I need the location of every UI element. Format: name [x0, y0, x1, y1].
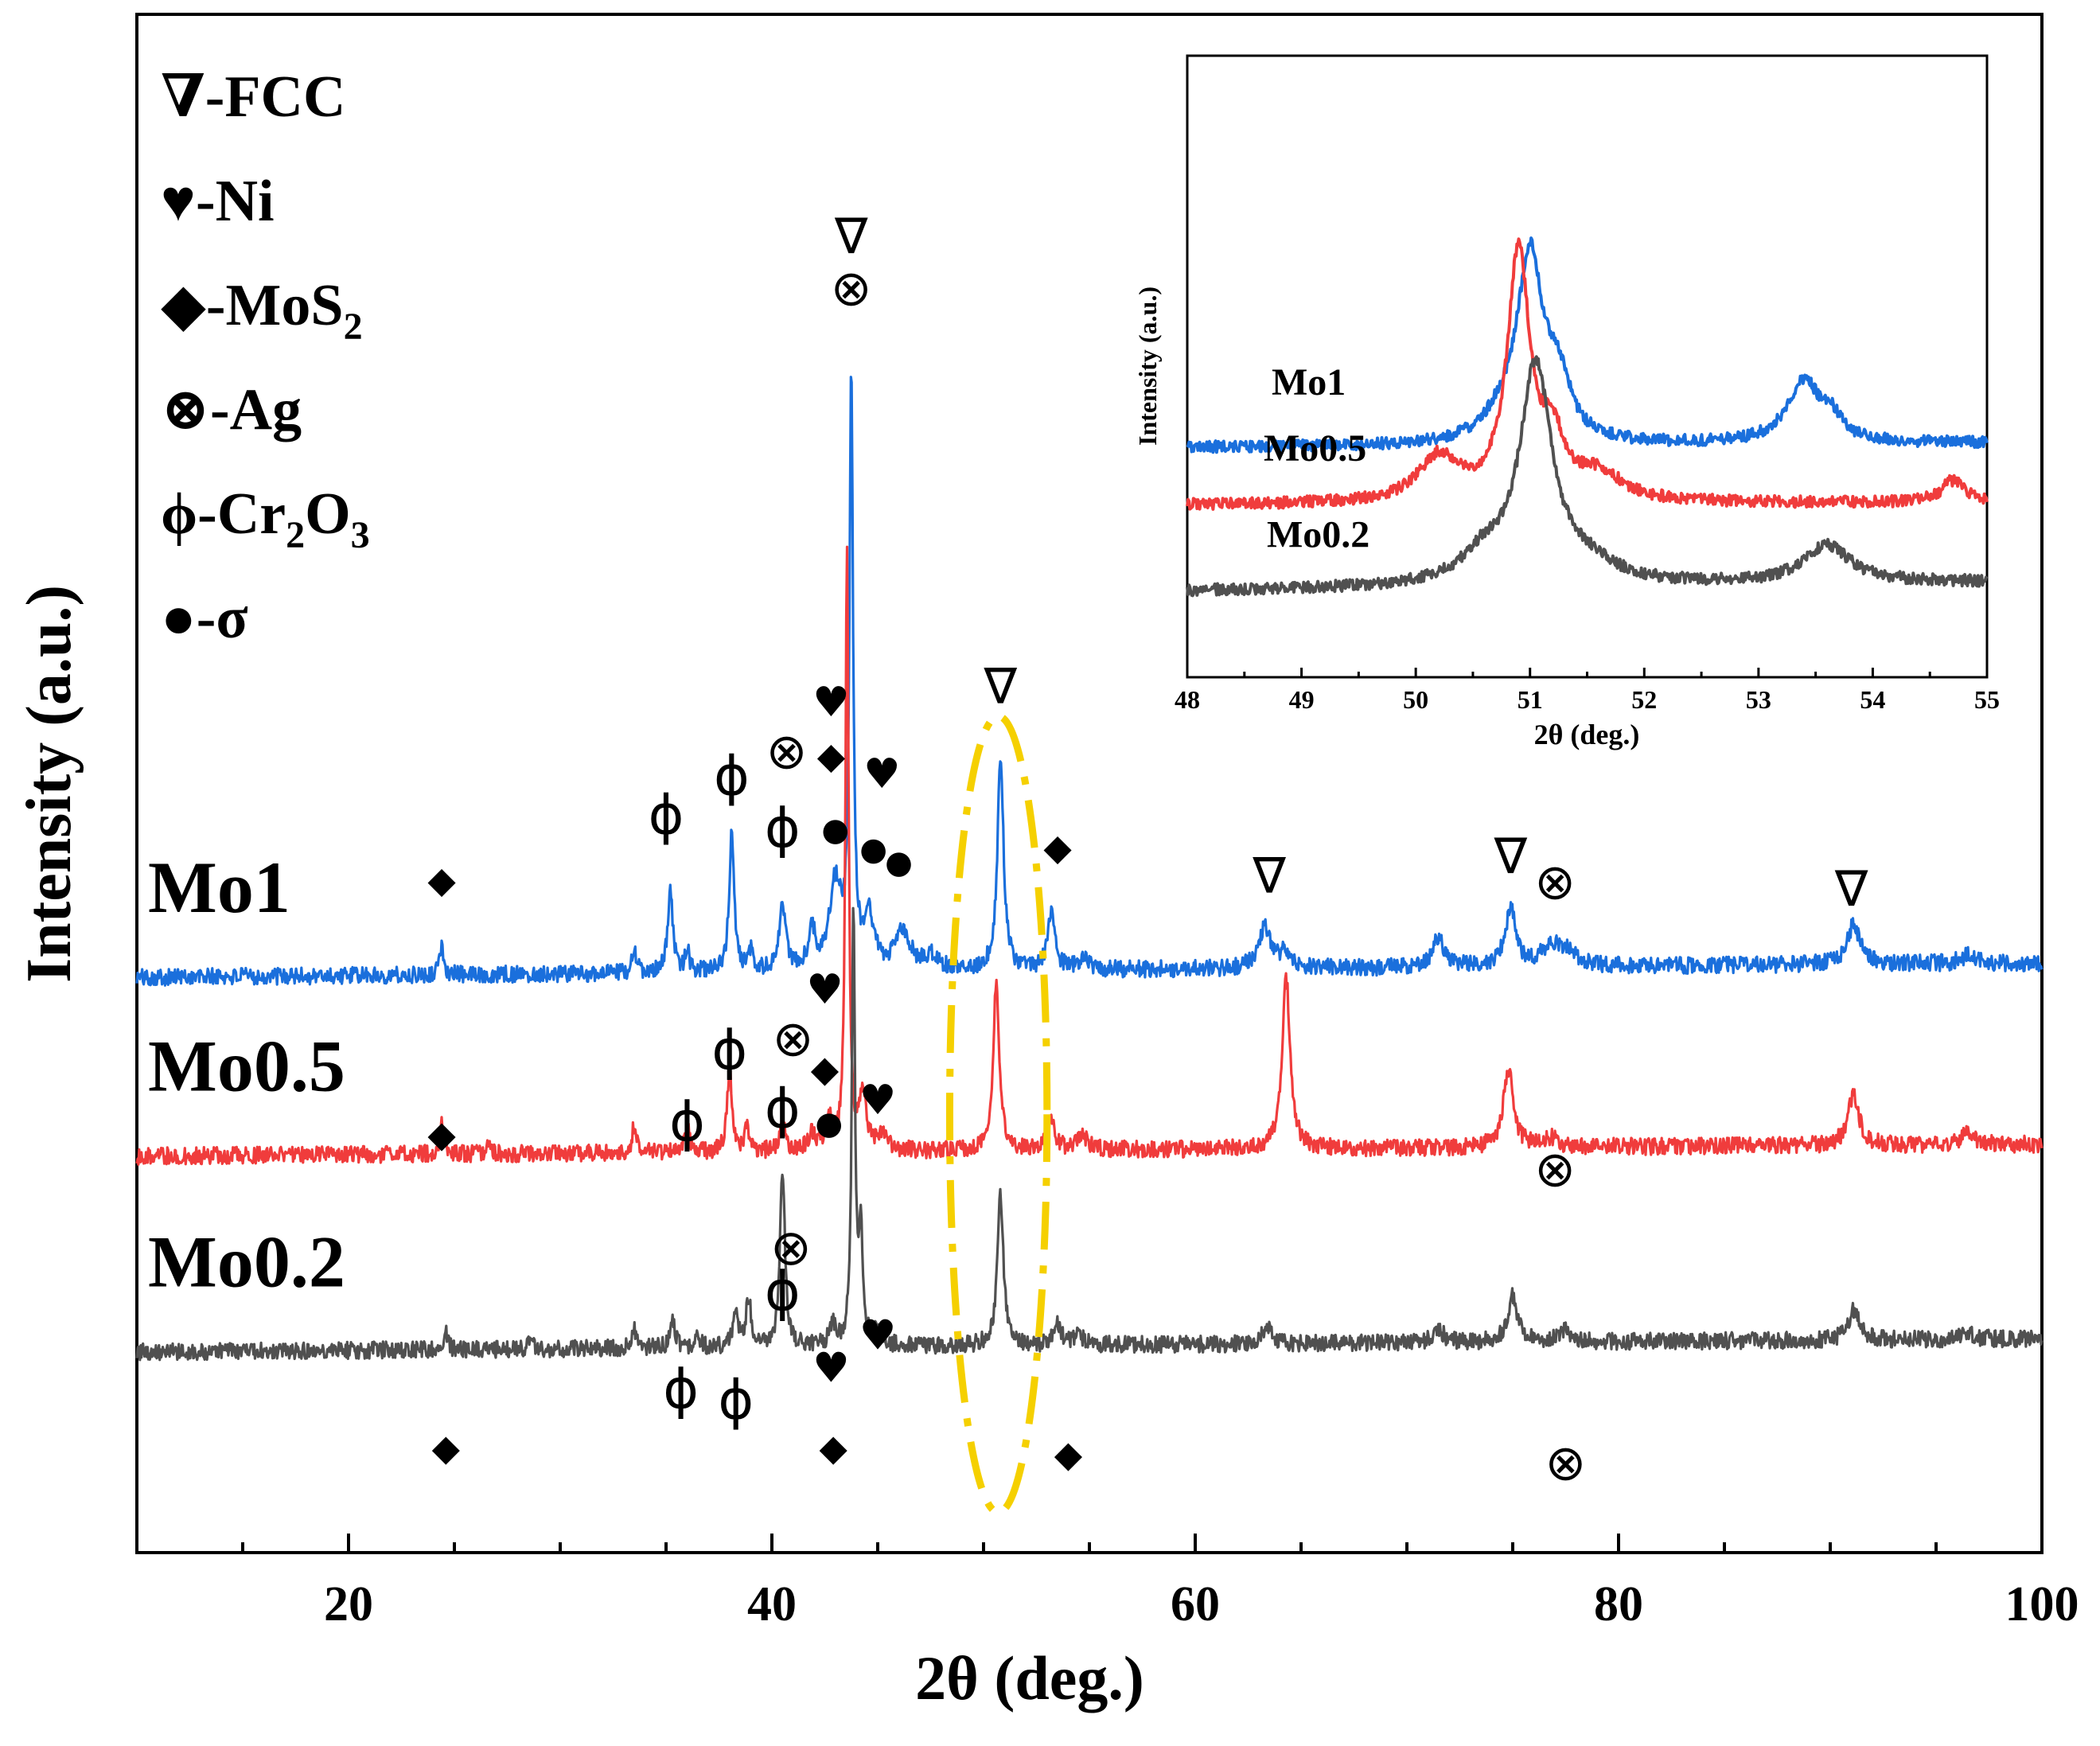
inset-x-tick-label: 50	[1403, 685, 1428, 714]
ag-marker: ⊗	[1534, 853, 1576, 911]
mos2-marker: ◆	[817, 735, 846, 778]
ag-marker: ⊗	[766, 723, 808, 781]
mos2-marker: ◆	[432, 1426, 461, 1469]
legend-entry-0: ∇-FCC	[161, 64, 345, 130]
legend-text-part: ⊗-Ag	[161, 377, 302, 442]
highlight-ellipse	[945, 712, 1051, 1516]
series-line-mo0-2	[135, 906, 2044, 1362]
inset-x-tick-label: 53	[1746, 685, 1771, 714]
inset-x-axis-ticks: 48 49 50 51 52 53 54 55	[1175, 668, 2000, 714]
ni-marker: ♥	[859, 1077, 897, 1124]
inset-series-label-mo0-5: Mo0.5	[1264, 427, 1366, 470]
ag-marker: ⊗	[1534, 1140, 1576, 1198]
legend-text-part: ♥-Ni	[161, 169, 275, 234]
y-axis-label: Intensity (a.u.)	[14, 585, 84, 983]
ni-marker: ♥	[863, 750, 901, 798]
legend-entry-4: ϕ-Cr2O3	[161, 481, 370, 556]
x-tick-label: 40	[747, 1577, 797, 1631]
cr2o3-marker: ϕ	[649, 785, 684, 848]
fcc-marker: ∇	[1834, 859, 1868, 918]
sigma-marker: ●	[885, 844, 913, 881]
fcc-marker: ∇	[984, 657, 1018, 715]
cr2o3-marker: ϕ	[669, 1091, 705, 1154]
mos2-marker: ◆	[811, 1047, 840, 1090]
inset-plot: Mo1 Mo0.5 Mo0.2 48 49 50 51 52 53 54 55 2θ (deg.)…	[1133, 54, 2000, 750]
legend-text-part: 3	[351, 514, 370, 556]
fcc-marker: ∇	[1494, 827, 1528, 885]
inset-series-line-mo1	[1186, 236, 1989, 454]
ag-marker: ⊗	[1545, 1433, 1587, 1491]
inset-x-tick-label: 51	[1518, 685, 1543, 714]
inset-x-tick-label: 55	[1974, 685, 2000, 714]
ag-marker: ⊗	[770, 1218, 812, 1276]
x-tick-label: 80	[1594, 1577, 1643, 1631]
fcc-marker: ∇	[1252, 846, 1286, 904]
series-line-mo1	[135, 376, 2044, 987]
inset-y-axis-label: Intensity (a.u.)	[1133, 286, 1162, 446]
series-line-mo0-5	[135, 545, 2044, 1166]
ag-marker: ⊗	[831, 259, 872, 317]
peak-annotations: ∇⊗∇♥◆⊗ ♥ϕϕ ϕ ●●●◆◆ ∇ ∇ ⊗ ∇♥⊗ϕ ◆♥ϕ ϕ ●◆⊗⊗ϕ♥♥ϕ ϕ◆ ◆ ◆ ⊗	[427, 207, 1868, 1492]
inset-x-axis-label: 2θ (deg.)	[1534, 719, 1640, 750]
ni-marker: ♥	[812, 1344, 850, 1392]
fcc-marker: ∇	[834, 207, 868, 265]
sigma-marker: ●	[859, 831, 887, 867]
main-series-group	[135, 376, 2044, 1362]
inset-series-line-mo0-2	[1186, 355, 1989, 598]
cr2o3-marker: ϕ	[711, 1019, 747, 1082]
inset-series-labels: Mo1 Mo0.5 Mo0.2	[1264, 361, 1369, 555]
series-label-mo0-5: Mo0.5	[148, 1026, 345, 1107]
ni-marker: ♥	[859, 1311, 897, 1359]
cr2o3-marker: ϕ	[765, 1078, 801, 1141]
mos2-marker: ◆	[819, 1426, 847, 1469]
legend-text-part: ◆-MoS	[161, 273, 344, 338]
series-label-mo0-2: Mo0.2	[148, 1222, 345, 1303]
sigma-marker: ●	[815, 1105, 843, 1142]
ni-marker: ♥	[806, 966, 844, 1014]
x-axis-ticks: 20 40 60 80 100	[135, 1534, 2079, 1631]
legend-entry-2: ◆-MoS2	[161, 273, 363, 348]
inset-x-tick-label: 49	[1289, 685, 1315, 714]
mos2-marker: ◆	[1054, 1432, 1083, 1475]
legend-text-part: ϕ-Cr	[161, 481, 286, 547]
legend-entry-5: ●-σ	[161, 586, 248, 651]
cr2o3-marker: ϕ	[718, 1369, 754, 1432]
inset-series-group	[1186, 236, 1989, 598]
highlight-ellipse-group	[945, 712, 1051, 1516]
cr2o3-marker: ϕ	[714, 745, 750, 808]
legend-entry-1: ♥-Ni	[161, 169, 275, 234]
ni-marker: ♥	[812, 679, 850, 727]
legend: ∇-FCC♥-Ni◆-MoS2⊗-Agϕ-Cr2O3●-σ	[161, 64, 370, 651]
legend-text-part: ∇-FCC	[161, 64, 345, 130]
inset-x-tick-label: 48	[1175, 685, 1200, 714]
series-labels: Mo1 Mo0.5 Mo0.2	[148, 847, 345, 1303]
cr2o3-marker: ϕ	[663, 1358, 699, 1421]
ag-marker: ⊗	[773, 1009, 814, 1067]
mos2-marker: ◆	[1043, 825, 1072, 868]
series-label-mo1: Mo1	[148, 847, 290, 928]
mos2-marker: ◆	[427, 858, 456, 901]
inset-series-line-mo0-5	[1186, 237, 1989, 511]
inset-x-tick-label: 54	[1860, 685, 1885, 714]
legend-text-part: 2	[344, 306, 363, 348]
inset-plot-frame	[1186, 54, 1989, 679]
sigma-marker: ●	[821, 812, 849, 848]
legend-text-part: 2	[286, 514, 305, 556]
legend-text-part: O	[305, 481, 351, 547]
x-tick-label: 100	[2005, 1577, 2079, 1631]
legend-entry-3: ⊗-Ag	[161, 377, 302, 442]
inset-series-label-mo0-2: Mo0.2	[1267, 513, 1369, 555]
mos2-marker: ◆	[427, 1113, 456, 1156]
x-tick-label: 60	[1171, 1577, 1220, 1631]
legend-text-part: ●-σ	[161, 586, 248, 651]
x-tick-label: 20	[324, 1577, 373, 1631]
inset-series-label-mo1: Mo1	[1272, 361, 1346, 403]
cr2o3-marker: ϕ	[765, 1261, 801, 1323]
x-axis-label: 2θ (deg.)	[915, 1643, 1144, 1713]
inset-x-tick-label: 52	[1631, 685, 1657, 714]
cr2o3-marker: ϕ	[765, 797, 801, 860]
